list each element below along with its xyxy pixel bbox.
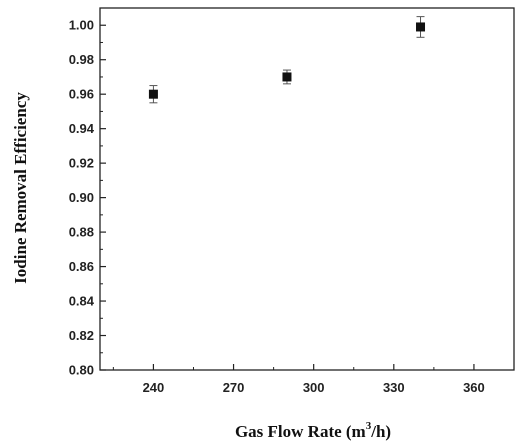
- x-axis-title-tail: /h): [370, 422, 391, 441]
- marker-1: [282, 72, 292, 82]
- x-tick-label-3: 330: [383, 380, 405, 395]
- y-tick-label-1: 0.82: [69, 328, 94, 343]
- marker-2: [416, 22, 426, 32]
- y-tick-label-7: 0.94: [69, 121, 95, 136]
- x-tick-label-1: 270: [223, 380, 245, 395]
- marker-0: [148, 89, 158, 99]
- x-axis-title: Gas Flow Rate (m3/h): [235, 420, 391, 441]
- y-tick-label-10: 1.00: [69, 18, 94, 33]
- x-tick-label-0: 240: [143, 380, 165, 395]
- data-point-2: [416, 16, 426, 38]
- y-tick-label-3: 0.86: [69, 259, 94, 274]
- y-tick-label-5: 0.90: [69, 190, 94, 205]
- y-axis: 0.80 0.82 0.84 0.86 0.88 0.90 0.92 0.94 0.96 0.98…: [69, 18, 106, 378]
- x-tick-label-4: 360: [463, 380, 485, 395]
- y-tick-label-6: 0.92: [69, 156, 94, 171]
- x-tick-label-2: 300: [303, 380, 325, 395]
- y-tick-label-9: 0.98: [69, 52, 94, 67]
- x-axis: 240 270 300 330 360: [112, 364, 485, 395]
- data-point-1: [282, 69, 292, 85]
- data-point-0: [148, 85, 158, 104]
- y-tick-label-2: 0.84: [69, 294, 95, 309]
- y-tick-label-0: 0.80: [69, 363, 94, 378]
- plot-frame: [99, 7, 515, 371]
- x-axis-title-main: Gas Flow Rate (m: [235, 422, 366, 441]
- x-axis-title-superscript: 3: [366, 420, 372, 432]
- data-points: [148, 16, 426, 104]
- y-tick-label-4: 0.88: [69, 225, 94, 240]
- plot-area: [99, 7, 515, 371]
- y-axis-title: Iodine Removal Efficiency: [11, 92, 30, 284]
- y-tick-label-8: 0.96: [69, 87, 94, 102]
